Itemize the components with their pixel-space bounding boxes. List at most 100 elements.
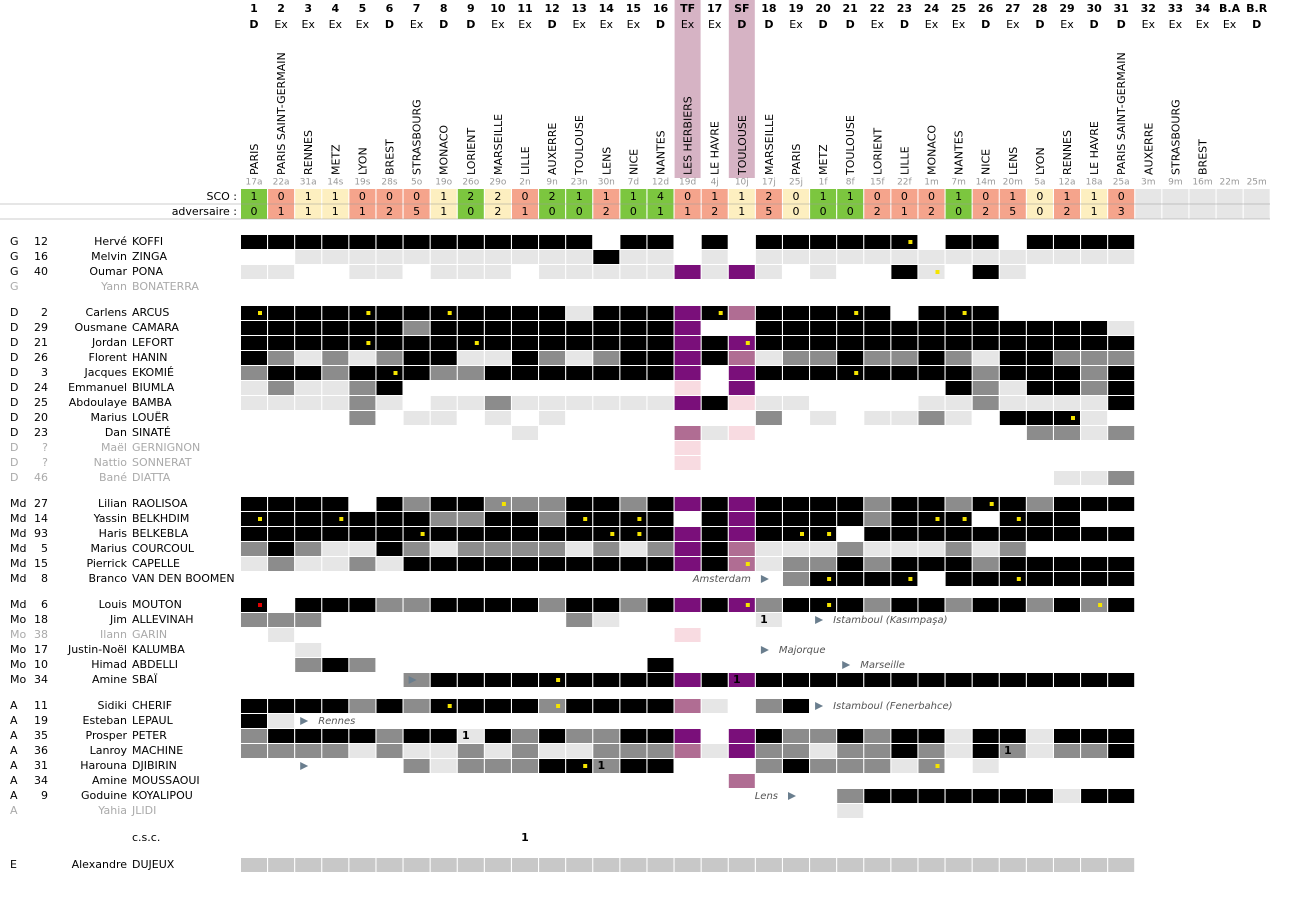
match-cell [376,557,403,571]
match-cell [918,557,945,571]
score-sco: 1 [820,190,827,203]
match-cell [512,396,538,410]
match-cell [322,336,349,350]
match-cell [701,306,728,320]
match-cell [918,598,945,612]
match-date: 19s [354,178,370,188]
match-cell [810,557,837,571]
match-cell [349,366,376,380]
yellow-card [908,240,913,244]
last-name: BIUMLA [132,381,175,394]
score-adv: 2 [711,205,718,218]
match-cell [918,351,945,365]
match-cell [268,628,295,642]
score-adv: 1 [359,205,366,218]
score-sco: 0 [413,190,420,203]
match-venue: D [385,18,394,31]
match-cell [539,673,566,687]
match-cell [972,396,999,410]
match-cell [837,351,864,365]
match-cell [783,759,809,773]
match-cell [620,542,647,556]
shirt-number: 38 [34,628,48,641]
match-cell [891,265,918,279]
match-cell [810,321,837,335]
match-cell [484,557,511,571]
match-number: 29 [1059,2,1074,15]
match-cell [999,250,1026,264]
match-cell [620,729,647,743]
match-number: 7 [413,2,421,15]
first-name: Pierrick [86,557,127,570]
match-cell [674,306,701,320]
yellow-card [935,517,940,521]
match-venue: D [900,18,909,31]
match-number: 18 [761,2,776,15]
goal-count: 1 [435,699,443,712]
match-cell [430,366,457,380]
first-name: Florent [89,351,128,364]
match-cell [268,527,295,541]
match-cell [457,527,484,541]
match-cell [647,366,674,380]
match-cell [539,527,566,541]
match-cell [810,542,837,556]
match-cell [728,858,755,872]
match-cell [349,411,376,425]
match-cell [1054,729,1080,743]
yellow-card [827,577,832,581]
score-sco: 1 [305,190,312,203]
score-adv: 0 [820,205,827,218]
yellow-card [827,603,832,607]
yellow-card [447,704,452,708]
match-cell [999,512,1026,526]
score-sco: 2 [467,190,474,203]
match-cell [376,250,403,264]
match-cell [810,336,837,350]
match-cell [268,858,295,872]
match-cell [457,858,484,872]
match-cell [539,557,566,571]
score-adv: 1 [684,205,691,218]
goal-count: 1 [543,729,551,742]
match-cell [349,336,376,350]
match-cell [1081,235,1108,249]
position: Mo [10,658,26,671]
shirt-number: 34 [34,774,48,787]
match-cell [837,235,864,249]
match-cell [755,673,782,687]
match-cell [241,306,267,320]
match-cell [457,744,484,758]
match-cell [972,557,999,571]
match-cell [349,744,376,758]
score-sco: 0 [1118,190,1125,203]
match-number: 8 [440,2,448,15]
match-date: 26o [462,178,479,188]
match-cell [1054,250,1080,264]
match-cell [241,381,267,395]
yellow-card [258,311,262,315]
first-name: Amine [92,774,127,787]
position: A [10,744,18,757]
match-cell [810,366,837,380]
match-cell [647,396,674,410]
yellow-card [610,532,615,536]
match-cell [1026,673,1053,687]
match-cell [783,572,809,586]
match-cell [891,411,918,425]
match-cell [999,858,1026,872]
match-cell [1054,321,1080,335]
shirt-number: 3 [41,366,48,379]
match-cell [918,235,945,249]
match-cell [972,265,999,279]
match-date: 2n [519,178,530,188]
score-sco: 2 [494,190,501,203]
match-cell [620,759,647,773]
shirt-number: 2 [41,306,48,319]
match-cell [593,351,620,365]
match-cell [755,265,782,279]
match-cell [457,366,484,380]
match-cell [512,744,538,758]
match-cell [512,759,538,773]
arrow [300,717,309,725]
